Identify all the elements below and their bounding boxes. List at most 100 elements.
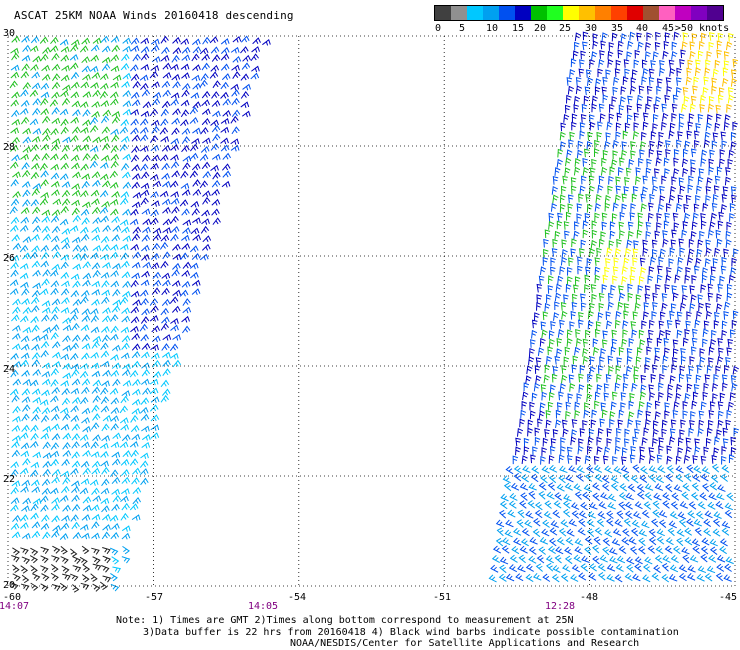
- wind-barb: [21, 181, 31, 188]
- wind-barb: [712, 193, 719, 203]
- wind-barb: [645, 357, 651, 366]
- wind-barb: [682, 482, 690, 492]
- wind-barb: [627, 221, 634, 231]
- wind-barb: [554, 356, 561, 365]
- wind-barb: [140, 53, 150, 61]
- wind-barb: [723, 311, 729, 320]
- wind-barb: [32, 573, 41, 581]
- wind-barb: [525, 573, 534, 582]
- wind-barb: [625, 167, 632, 177]
- wind-barb: [621, 537, 630, 546]
- wind-barb: [545, 562, 554, 572]
- wind-barb: [70, 415, 80, 422]
- wind-barb: [623, 257, 630, 267]
- wind-barb: [100, 350, 110, 358]
- wind-barb: [681, 103, 688, 113]
- wind-barb: [655, 157, 662, 167]
- wind-barb: [62, 344, 72, 352]
- wind-barb: [90, 326, 100, 334]
- wind-barb: [42, 452, 52, 459]
- wind-barb: [21, 54, 31, 62]
- wind-barb: [41, 209, 51, 216]
- wind-barb: [111, 305, 121, 313]
- wind-barb: [171, 170, 180, 178]
- wind-barb: [586, 393, 593, 403]
- wind-barb: [201, 90, 211, 99]
- wind-barb: [544, 500, 552, 509]
- wind-barb: [9, 388, 19, 396]
- wind-barb: [52, 198, 62, 206]
- wind-barb: [149, 378, 159, 386]
- wind-barb: [220, 53, 230, 61]
- wind-barb: [587, 320, 594, 330]
- wind-barb: [89, 124, 99, 133]
- wind-barb: [181, 89, 190, 98]
- wind-barb: [635, 167, 642, 176]
- wind-barb: [617, 40, 624, 50]
- wind-barb: [230, 115, 239, 124]
- wind-barb: [111, 344, 121, 352]
- wind-barb: [570, 310, 577, 320]
- legend-swatch: [435, 6, 451, 20]
- wind-barb: [79, 101, 89, 108]
- wind-barb: [61, 65, 70, 72]
- wind-barb: [567, 393, 573, 402]
- wind-barb: [710, 474, 719, 483]
- wind-barb: [142, 261, 152, 269]
- wind-barb: [538, 546, 546, 555]
- wind-barb: [594, 328, 601, 338]
- wind-barb: [584, 473, 593, 482]
- wind-barb: [659, 185, 665, 195]
- wind-barb: [71, 126, 81, 134]
- wind-barb: [582, 491, 590, 501]
- wind-barb: [220, 126, 230, 134]
- wind-barb: [623, 310, 629, 320]
- wind-barb: [726, 409, 732, 419]
- wind-barb: [663, 220, 670, 230]
- wind-barb: [690, 492, 699, 501]
- wind-barb: [100, 405, 110, 413]
- wind-barb: [200, 73, 209, 81]
- wind-barb: [634, 501, 643, 510]
- wind-barb: [160, 260, 169, 269]
- wind-barb: [573, 166, 581, 176]
- wind-barb: [240, 35, 250, 43]
- wind-barb: [575, 337, 583, 347]
- wind-barb: [616, 428, 622, 437]
- wind-barb: [691, 221, 698, 230]
- wind-barb: [141, 425, 150, 433]
- wind-barb: [149, 71, 159, 79]
- wind-barb: [715, 229, 722, 239]
- wind-barb: [690, 166, 697, 176]
- wind-barb: [560, 437, 566, 446]
- wind-barb: [603, 383, 610, 392]
- wind-barb: [663, 337, 670, 347]
- wind-barb: [621, 149, 628, 159]
- wind-barb: [655, 96, 662, 105]
- wind-barb: [22, 306, 32, 314]
- legend-label: 30: [584, 23, 598, 34]
- legend-swatch: [499, 6, 515, 20]
- wind-barb: [11, 394, 20, 403]
- wind-barb: [11, 314, 20, 322]
- wind-barb: [110, 423, 119, 431]
- wind-barb: [547, 482, 556, 491]
- wind-barb: [624, 510, 633, 519]
- wind-barb: [170, 324, 179, 332]
- wind-barb: [571, 564, 580, 573]
- wind-barb: [654, 400, 661, 410]
- wind-barb: [39, 162, 48, 171]
- wind-barb: [21, 396, 31, 403]
- wind-barb: [81, 532, 90, 540]
- wind-barb: [11, 118, 21, 126]
- wind-barb: [40, 108, 50, 116]
- wind-barb: [727, 338, 734, 348]
- wind-barb: [201, 161, 211, 170]
- wind-barb: [566, 149, 573, 159]
- wind-barb: [10, 261, 19, 269]
- wind-barb: [91, 547, 100, 555]
- wind-barb: [19, 315, 29, 323]
- wind-barb: [720, 203, 727, 213]
- wind-barb: [716, 49, 722, 59]
- color-scale: [434, 5, 724, 21]
